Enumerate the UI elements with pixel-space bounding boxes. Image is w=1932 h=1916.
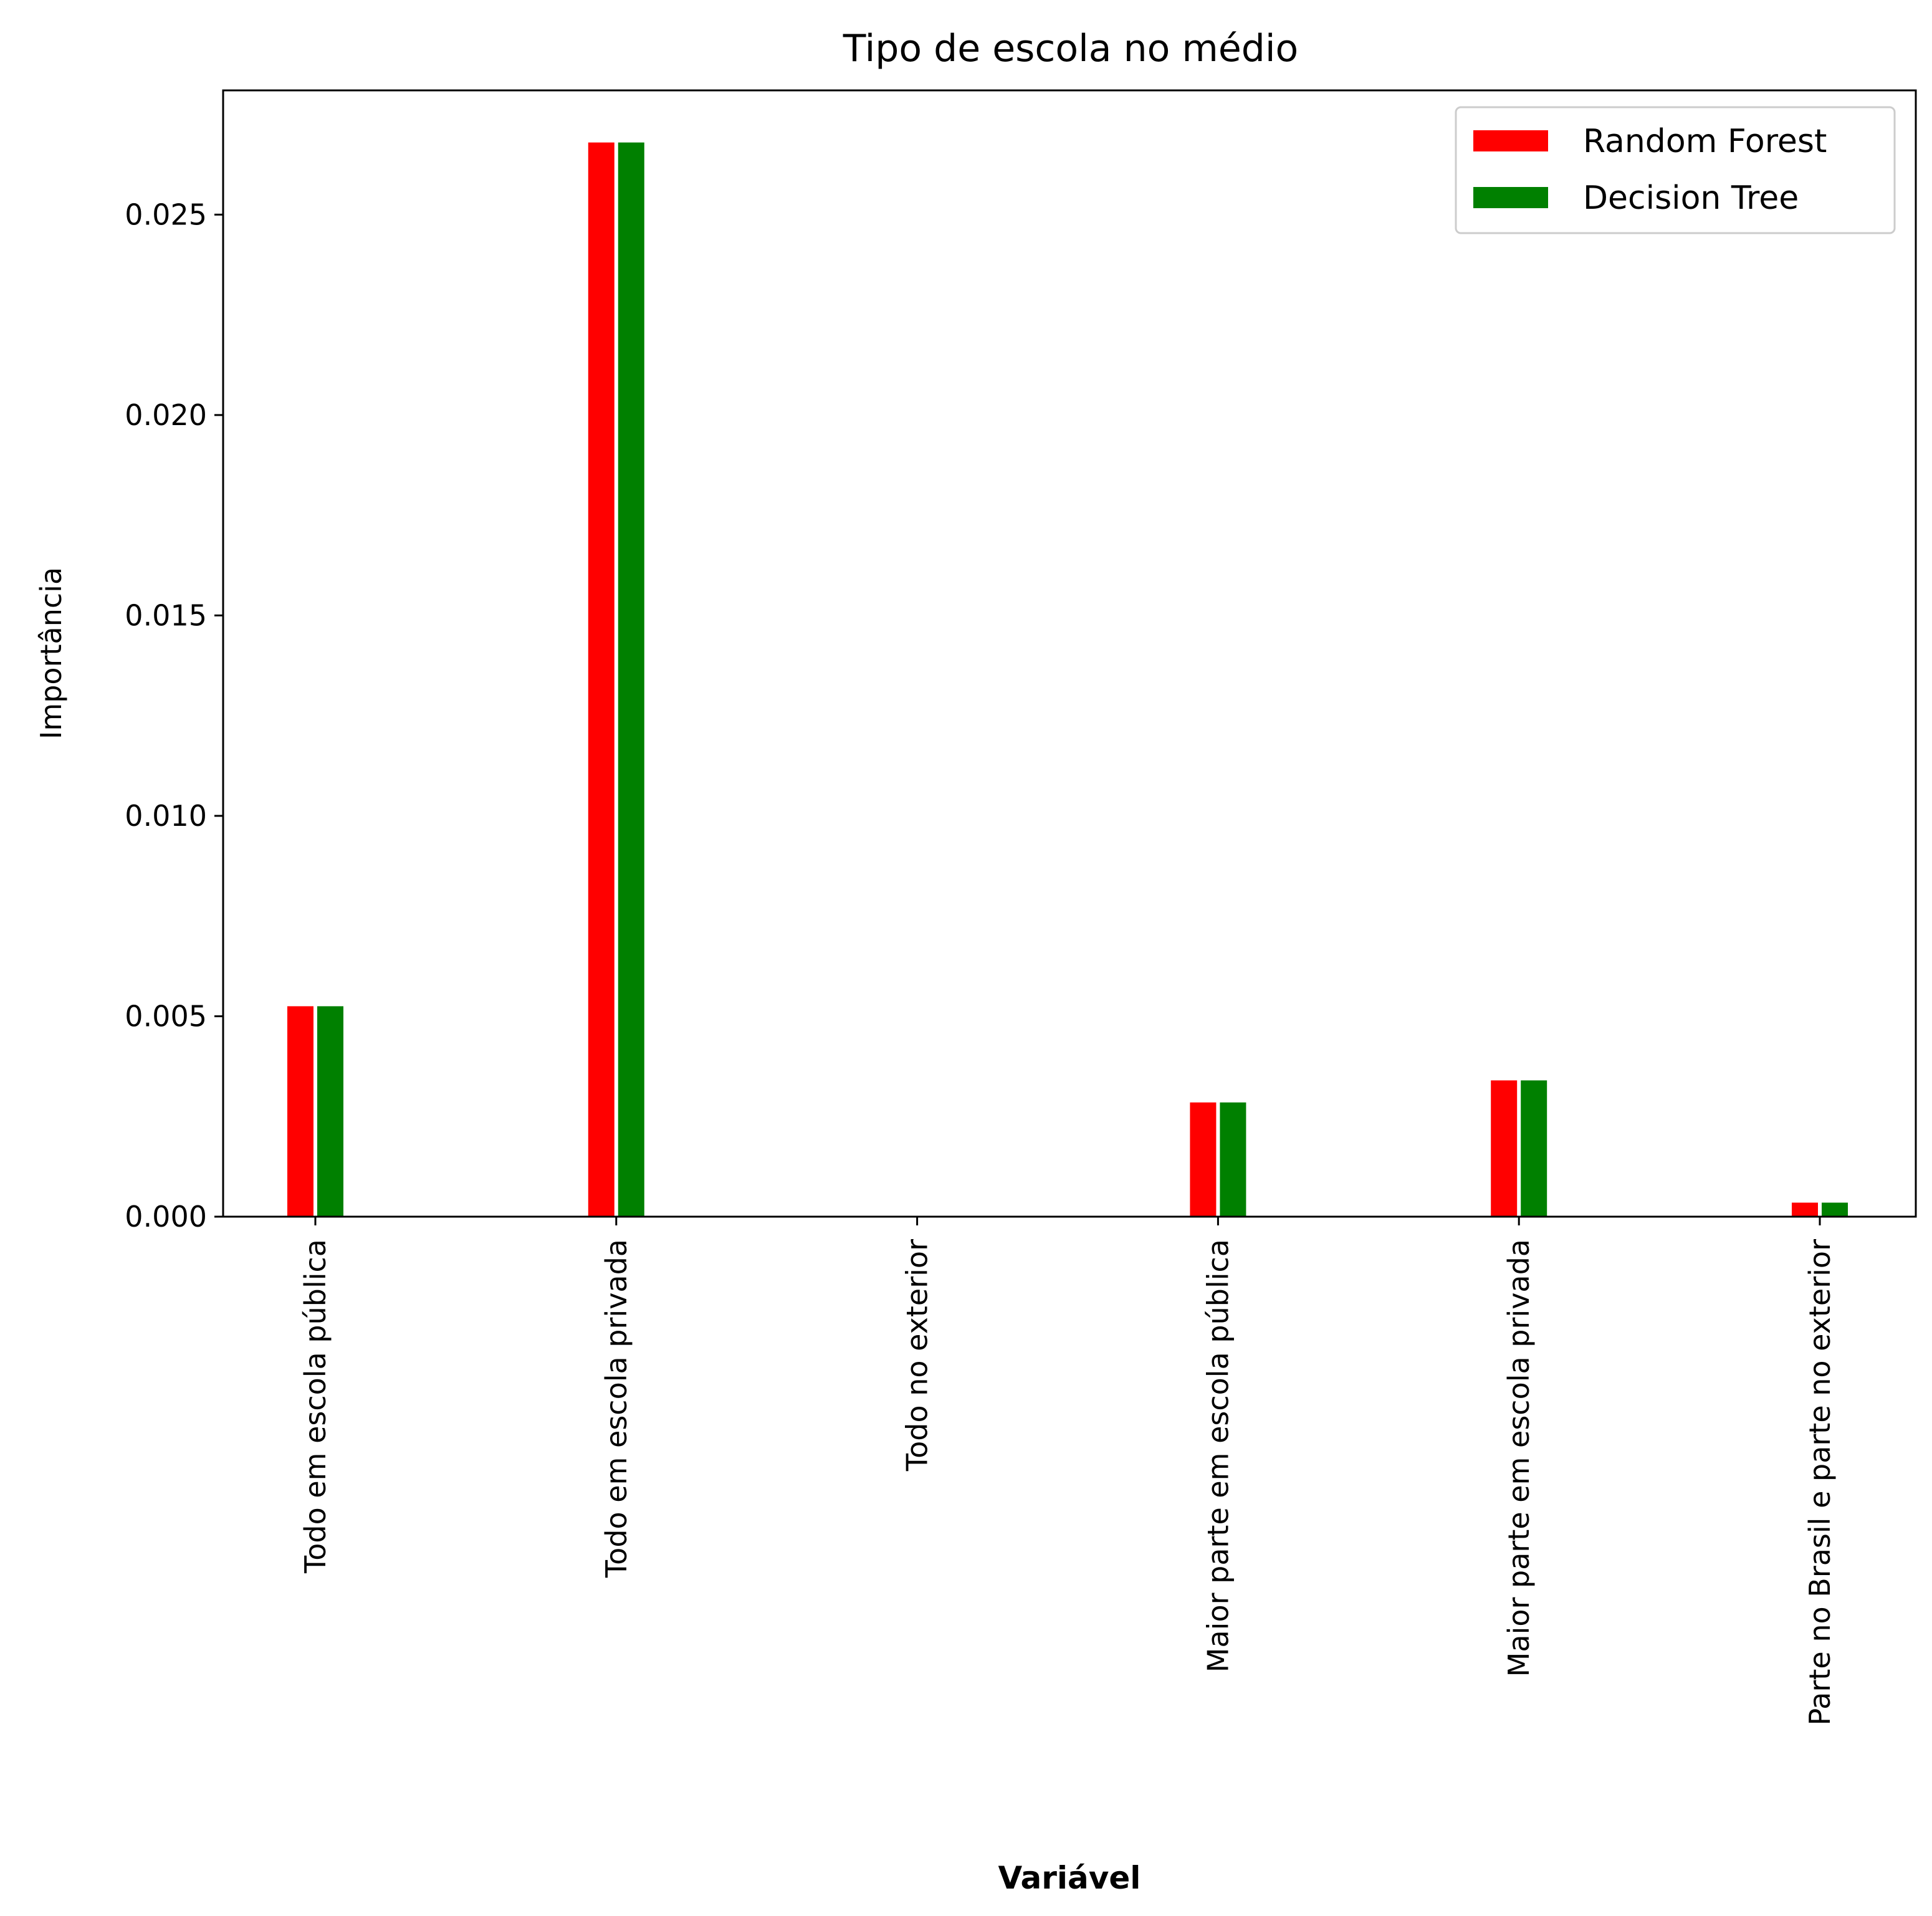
bar-decision-tree-parte-no-brasil-e-parte-no-exterior xyxy=(1822,1202,1848,1217)
legend: Random Forest Decision Tree xyxy=(1455,106,1896,234)
legend-label-decision-tree: Decision Tree xyxy=(1583,180,1799,217)
y-axis-ticks: 0.000 0.005 0.010 0.015 0.020 0.025 xyxy=(125,198,223,1233)
bar-random-forest-maior-parte-em-escola-publica xyxy=(1190,1102,1217,1217)
bar-random-forest-todo-em-escola-publica xyxy=(287,1006,313,1217)
bar-decision-tree-todo-em-escola-privada xyxy=(618,142,644,1217)
x-tick-label: Maior parte em escola pública xyxy=(1201,1239,1235,1672)
y-tick-label: 0.025 xyxy=(125,198,207,231)
bars xyxy=(287,142,1848,1217)
x-tick-label: Parte no Brasil e parte no exterior xyxy=(1803,1239,1837,1725)
y-tick-label: 0.010 xyxy=(125,799,207,833)
legend-swatch-decision-tree xyxy=(1473,187,1548,208)
bar-random-forest-maior-parte-em-escola-privada xyxy=(1491,1080,1518,1217)
chart-title: Tipo de escola no médio xyxy=(843,27,1298,70)
legend-swatch-random-forest xyxy=(1473,130,1548,151)
bar-decision-tree-maior-parte-em-escola-privada xyxy=(1521,1080,1547,1217)
x-tick-label: Todo em escola pública xyxy=(299,1239,332,1574)
y-tick-label: 0.020 xyxy=(125,398,207,432)
y-tick-label: 0.000 xyxy=(125,1200,207,1233)
x-axis-label: Variável xyxy=(998,1860,1141,1896)
bar-decision-tree-maior-parte-em-escola-publica xyxy=(1220,1102,1246,1217)
y-tick-label: 0.005 xyxy=(125,999,207,1033)
plot-frame xyxy=(222,89,1917,1218)
y-tick-label: 0.015 xyxy=(125,598,207,632)
x-tick-label: Todo no exterior xyxy=(901,1239,934,1472)
legend-label-random-forest: Random Forest xyxy=(1583,123,1827,160)
x-tick-label: Todo em escola privada xyxy=(600,1239,633,1578)
bar-decision-tree-todo-em-escola-publica xyxy=(317,1006,343,1217)
x-tick-label: Maior parte em escola privada xyxy=(1502,1239,1536,1677)
legend-box xyxy=(1455,106,1896,234)
x-axis-ticks: Todo em escola pública Todo em escola pri… xyxy=(299,1217,1837,1725)
bar-random-forest-todo-em-escola-privada xyxy=(588,142,615,1217)
y-axis-label: Importância xyxy=(34,567,68,739)
bar-random-forest-parte-no-brasil-e-parte-no-exterior xyxy=(1792,1202,1818,1217)
